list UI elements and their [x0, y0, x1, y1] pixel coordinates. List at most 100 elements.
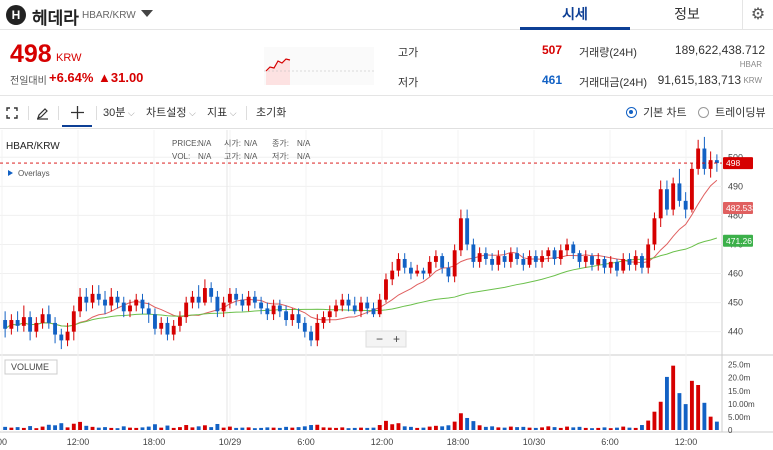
candle-body	[209, 288, 214, 297]
coin-pair[interactable]: HBAR/KRW	[82, 10, 136, 21]
candle-body	[483, 253, 488, 259]
ma-long-tag-text: 471.26	[726, 236, 752, 246]
candle-body	[184, 302, 189, 318]
volume-bar	[565, 426, 569, 430]
time-tick-label: 6:00	[297, 437, 315, 447]
volume-bar	[365, 427, 370, 430]
volume-bar	[215, 423, 220, 430]
candle-body	[377, 299, 382, 315]
candle-body	[521, 258, 526, 265]
chart-settings-select[interactable]: 차트설정 ⌵	[146, 97, 196, 129]
volume-tick-label: 10.00m	[728, 400, 755, 409]
volume-bar	[9, 427, 14, 430]
overlays-label[interactable]: Overlays	[18, 169, 50, 178]
candle-body	[284, 311, 289, 321]
basic-chart-radio[interactable]: 기본 차트	[626, 97, 687, 129]
ohlc-info-text: N/A	[297, 152, 311, 161]
current-price: 498	[10, 40, 52, 68]
tradingview-radio[interactable]: 트레이딩뷰	[698, 97, 766, 129]
indicators-select[interactable]: 지표 ⌵	[207, 97, 237, 129]
candle	[702, 136, 707, 175]
volume-bar	[490, 426, 495, 430]
chevron-down-icon[interactable]	[141, 10, 153, 17]
candle-body	[627, 258, 632, 265]
volume-bar	[284, 426, 289, 430]
candle	[40, 308, 45, 329]
volume-bar	[296, 427, 301, 430]
ohlc-info-text: N/A	[198, 139, 212, 148]
candle-body	[708, 160, 713, 169]
settings-button[interactable]: ⚙	[742, 0, 773, 30]
volume-bar	[708, 416, 713, 430]
volume-bar	[302, 426, 307, 430]
volume-bar	[377, 425, 382, 430]
candle	[602, 256, 607, 274]
volume-bar	[608, 428, 613, 430]
interval-select[interactable]: 30분 ⌵	[103, 97, 135, 129]
candle-body	[689, 168, 694, 210]
header: H 헤데라 HBAR/KRW 시세 정보 ⚙	[0, 0, 773, 30]
tab-market-price[interactable]: 시세	[520, 0, 630, 30]
volume-bar	[415, 427, 420, 430]
candle	[90, 285, 95, 309]
time-tick-label: 00	[0, 437, 7, 447]
volume-bar	[515, 427, 520, 430]
price-unit: KRW	[56, 52, 82, 64]
high-label: 고가	[398, 47, 419, 59]
volume-bar	[640, 425, 644, 430]
candle-body	[309, 331, 313, 341]
ohlc-info-text: 종가:	[272, 139, 289, 148]
candle-body	[583, 256, 588, 262]
candle-body	[46, 314, 51, 323]
candle-body	[402, 258, 407, 268]
candle	[546, 247, 551, 262]
volume-bar	[652, 411, 657, 430]
candle	[515, 247, 520, 265]
candle-body	[90, 293, 95, 303]
volume-bar	[540, 427, 544, 430]
candle	[21, 305, 26, 332]
price-chart[interactable]: 44045046047048049050025.0m20.0m15.0m10.0…	[0, 130, 773, 450]
candle-body	[533, 256, 538, 262]
coin-name[interactable]: 헤데라	[32, 9, 79, 28]
candle	[171, 320, 176, 341]
candle	[465, 209, 470, 251]
zoom-out-button[interactable]: −	[376, 332, 383, 346]
candle	[483, 247, 488, 265]
candle	[227, 288, 232, 309]
candle	[146, 302, 151, 323]
draw-tool-button[interactable]	[36, 97, 52, 129]
volume-bar	[15, 427, 20, 430]
candle	[53, 317, 58, 344]
reset-button[interactable]: 초기화	[256, 107, 287, 119]
time-tick-label: 6:00	[601, 437, 619, 447]
pencil-icon	[37, 108, 48, 120]
candle-body	[196, 296, 201, 303]
volume-bar	[71, 423, 76, 430]
candle-body	[134, 299, 139, 306]
candle-body	[59, 334, 64, 341]
zoom-in-button[interactable]: +	[393, 332, 400, 346]
ohlc-info-text: 저가:	[272, 152, 289, 161]
crosshair-button[interactable]	[62, 97, 92, 127]
volume-bar	[583, 427, 588, 430]
candle-body	[78, 296, 82, 312]
candle	[309, 325, 313, 347]
candle	[103, 290, 107, 315]
volume-bar	[78, 421, 82, 430]
candle	[590, 253, 594, 271]
candle-body	[633, 256, 638, 265]
volume-bar	[683, 404, 688, 430]
overlays-toggle-icon[interactable]	[8, 170, 13, 176]
candle	[409, 261, 413, 280]
candle	[571, 241, 576, 259]
candle	[109, 288, 114, 312]
candle-body	[103, 299, 107, 306]
candle	[427, 256, 432, 277]
volume-bar	[196, 426, 201, 430]
tab-info[interactable]: 정보	[674, 6, 700, 22]
candle-body	[452, 250, 457, 277]
fullscreen-button[interactable]	[6, 97, 22, 129]
candle-body	[3, 320, 8, 329]
candle	[202, 279, 207, 306]
